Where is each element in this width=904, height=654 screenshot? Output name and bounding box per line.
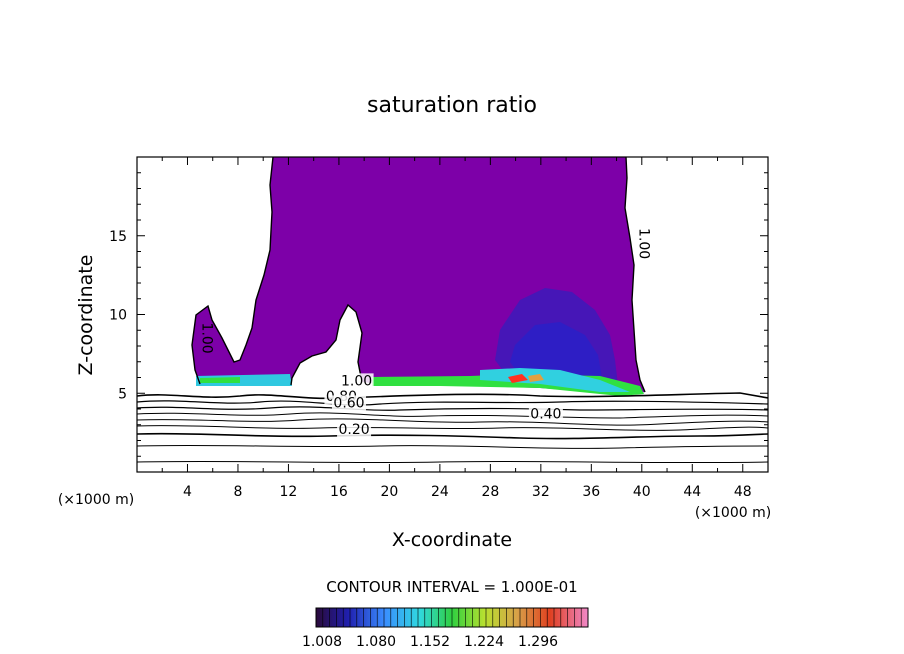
contour-interval: CONTOUR INTERVAL = 1.000E-01 — [326, 578, 577, 596]
contour-lines — [137, 157, 768, 464]
colorbar: 1.008 1.080 1.152 1.224 1.296 — [302, 607, 589, 650]
saturation-field — [192, 157, 645, 396]
x-tick-label: 48 — [734, 484, 752, 500]
x-units-right: (×1000 m) — [695, 505, 771, 521]
contour-label-bg — [337, 422, 372, 438]
contour-label: 1.00 — [341, 373, 372, 389]
x-units-left: (×1000 m) — [58, 492, 134, 508]
x-tick-label: 24 — [431, 484, 449, 500]
y-tick-label: 15 — [109, 229, 127, 245]
colorbar-tick-label: 1.224 — [464, 634, 504, 650]
colorbar-tick-label: 1.008 — [302, 634, 342, 650]
contour-label: 0.20 — [338, 422, 369, 438]
contour-label: 1.00 — [199, 323, 215, 354]
contour-label-bg — [339, 373, 374, 389]
colorbar-tick-label: 1.080 — [356, 634, 396, 650]
x-axis-title: X-coordinate — [392, 529, 512, 551]
contour-label-bg — [332, 395, 367, 411]
x-tick-label: 8 — [233, 484, 242, 500]
y-axis: 5 10 15 — [109, 172, 768, 457]
y-tick-label: 5 — [118, 386, 127, 402]
colorbar-tick-label: 1.296 — [518, 634, 558, 650]
colorbar-divisions — [322, 608, 582, 627]
colorbar-tick-labels: 1.008 1.080 1.152 1.224 1.296 — [302, 634, 558, 650]
contour-label-bg — [528, 406, 563, 422]
x-tick-label: 20 — [380, 484, 398, 500]
x-tick-label: 28 — [481, 484, 499, 500]
x-tick-label: 12 — [280, 484, 298, 500]
base-hotspot — [508, 374, 528, 383]
x-axis: 4 8 12 16 20 24 28 32 36 40 44 48 — [161, 157, 752, 500]
x-tick-label: 40 — [633, 484, 651, 500]
base-hotspot-2 — [528, 374, 544, 382]
base-band-right-cyan — [480, 368, 630, 392]
chart-title: saturation ratio — [367, 93, 537, 118]
contour-label: 0.60 — [333, 395, 364, 411]
x-tick-label: 36 — [582, 484, 600, 500]
contour-label: 1.00 — [635, 228, 651, 259]
y-tick-label: 10 — [109, 308, 127, 324]
base-band-left-green — [200, 377, 240, 383]
y-axis-title: Z-coordinate — [75, 255, 97, 376]
x-tick-label: 44 — [683, 484, 701, 500]
x-tick-label: 32 — [532, 484, 550, 500]
x-tick-label: 4 — [183, 484, 192, 500]
colorbar-tick-label: 1.152 — [410, 634, 450, 650]
x-tick-label: 16 — [330, 484, 348, 500]
inner-core — [510, 322, 602, 380]
contour-labels: 1.001.001.000.800.600.400.20 — [199, 228, 652, 438]
contour-label: 0.40 — [530, 406, 561, 422]
